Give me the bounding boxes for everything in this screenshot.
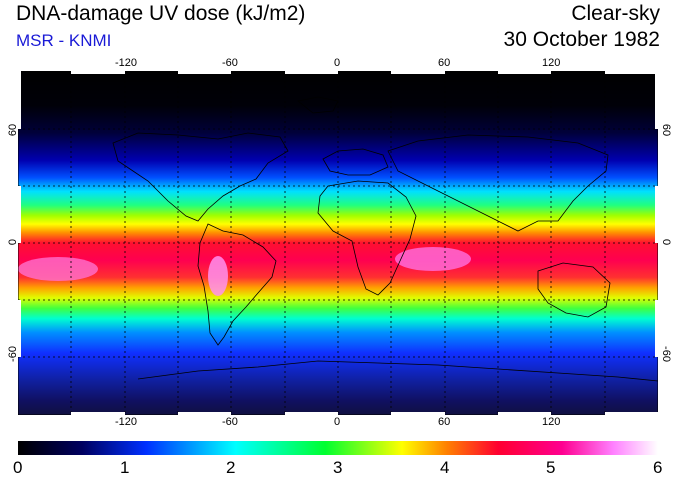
uv-peak-indian-ocean <box>395 247 471 271</box>
map-subtitle: MSR - KNMI <box>16 31 112 50</box>
product-label: Clear-sky <box>571 2 660 25</box>
asia-coast <box>387 134 609 232</box>
colorbar-label: 2 <box>226 458 236 477</box>
colorbar-label: 5 <box>546 458 556 477</box>
lon-tick-top: 0 <box>334 57 341 69</box>
lon-tick-top: -60 <box>222 57 238 69</box>
colorbar <box>18 441 658 455</box>
australia-coast <box>537 262 611 318</box>
uv-dose-map <box>18 71 658 415</box>
lon-tick-top: 60 <box>438 57 451 69</box>
greenland-coast <box>297 96 339 114</box>
south-america-coast <box>197 223 277 346</box>
lon-tick-bottom: 60 <box>438 416 451 428</box>
graticule <box>18 71 658 415</box>
colorbar-label: 6 <box>653 458 663 477</box>
date-label: 30 October 1982 <box>503 28 660 51</box>
lon-tick-bottom: -60 <box>222 416 238 428</box>
uv-peak-pacific <box>18 257 98 281</box>
europe-coast <box>322 148 389 176</box>
colorbar-label: 4 <box>440 458 450 477</box>
colorbar-label: 3 <box>333 458 343 477</box>
lon-tick-top: 120 <box>542 57 561 69</box>
colorbar-label: 0 <box>13 458 23 477</box>
lat-tick-right: 60 <box>660 123 672 137</box>
colorbar-label: 1 <box>120 458 130 477</box>
map-frame <box>18 71 658 415</box>
lat-tick-right: 0 <box>660 238 672 246</box>
lon-tick-bottom: 0 <box>334 416 341 428</box>
lon-tick-top: -120 <box>115 57 138 69</box>
colorbar-gradient <box>18 441 658 455</box>
lon-tick-bottom: 120 <box>542 416 561 428</box>
lat-tick-right: -60 <box>660 346 672 362</box>
antarctica-coast <box>137 360 658 382</box>
africa-coast <box>317 180 417 296</box>
map-title: DNA-damage UV dose (kJ/m2) <box>16 2 306 25</box>
uv-peak-andes <box>208 256 228 296</box>
coastlines <box>112 96 658 382</box>
lon-tick-bottom: -120 <box>115 416 138 428</box>
